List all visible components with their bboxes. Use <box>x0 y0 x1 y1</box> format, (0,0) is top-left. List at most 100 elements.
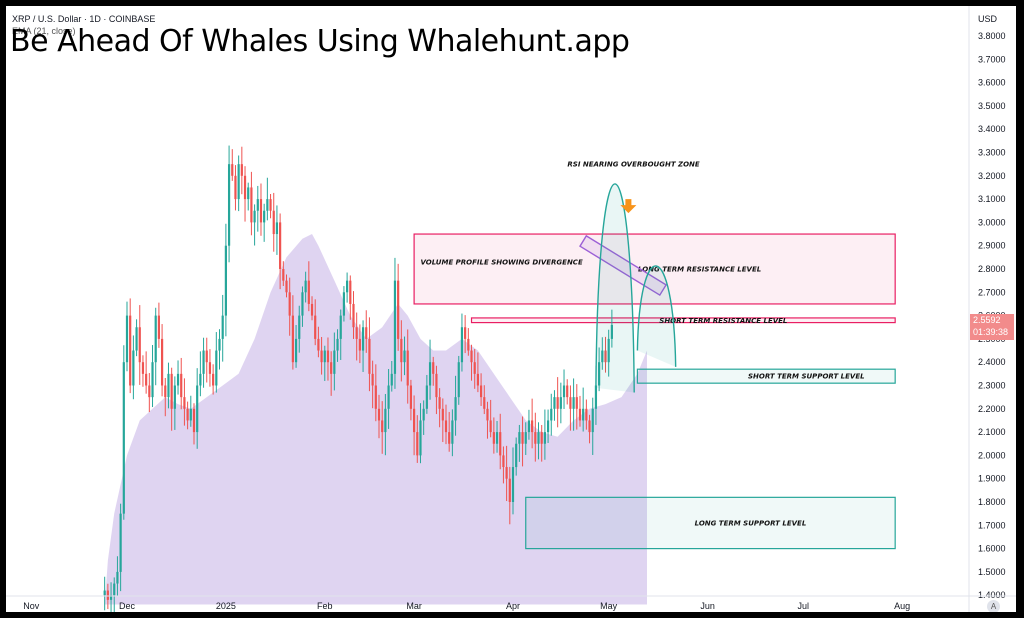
candle-body <box>227 164 231 246</box>
candle-body <box>202 350 205 374</box>
candle-body <box>546 420 550 433</box>
candle-body <box>406 350 409 386</box>
candle <box>566 379 569 405</box>
candle-body <box>288 292 291 316</box>
candle <box>250 171 253 236</box>
long-term-resistance-zone <box>413 233 896 305</box>
candle <box>342 286 346 322</box>
candle <box>387 369 390 429</box>
x-tick-label: Nov <box>23 601 40 611</box>
symbol-line: XRP / U.S. Dollar · 1D · COINBASE <box>12 14 156 24</box>
candle <box>537 422 540 460</box>
auto-scale-button[interactable]: A <box>987 600 1000 612</box>
candle-body <box>314 315 317 339</box>
candle-body <box>588 420 591 433</box>
candle <box>604 336 607 373</box>
y-tick-label: 1.6000 <box>978 544 1006 554</box>
y-tick-label: 3.7000 <box>978 54 1006 64</box>
last-price-value: 2.5592 <box>973 315 1001 325</box>
candle <box>508 466 511 525</box>
candle-body <box>282 269 285 281</box>
candle-body <box>145 373 148 386</box>
candle <box>467 328 470 356</box>
candle <box>279 213 282 290</box>
candle-body <box>473 362 476 374</box>
candle-body <box>377 408 381 421</box>
candle-body <box>371 373 374 386</box>
candle-body <box>263 210 266 223</box>
candle-body <box>342 292 346 316</box>
candle <box>294 325 298 368</box>
long-term-resistance-label: LONG TERM RESISTANCE LEVEL <box>638 266 761 274</box>
candle <box>227 145 231 263</box>
candle-body <box>304 280 307 293</box>
candle-body <box>173 385 176 409</box>
candle-body <box>317 338 320 351</box>
candle-body <box>502 455 505 468</box>
candle <box>470 344 473 381</box>
candle-body <box>275 222 279 235</box>
candle <box>336 329 339 362</box>
y-tick-label: 3.1000 <box>978 194 1006 204</box>
x-tick-label: Feb <box>317 601 333 611</box>
candle <box>505 445 508 502</box>
price-chart[interactable]: LONG TERM RESISTANCE LEVEL SHORT TERM RES… <box>6 6 1016 612</box>
candle <box>441 398 444 443</box>
candle <box>275 205 279 255</box>
projection-arc-1 <box>595 183 635 393</box>
candle <box>397 263 400 351</box>
y-tick-label: 1.9000 <box>978 474 1006 484</box>
candle <box>218 329 221 370</box>
candle-body <box>457 362 460 398</box>
candle-body <box>339 315 342 339</box>
candle <box>531 398 534 449</box>
candle-body <box>355 327 358 339</box>
candle-body <box>495 432 499 444</box>
candle <box>473 349 476 389</box>
candle <box>157 302 160 348</box>
candle <box>546 409 550 444</box>
candle-body <box>511 467 515 502</box>
candle-body <box>393 280 397 374</box>
candle-body <box>180 373 183 398</box>
candle-body <box>269 199 272 211</box>
candle-body <box>591 408 594 433</box>
candle-body <box>515 443 518 468</box>
candle <box>403 336 406 376</box>
candle <box>125 301 129 372</box>
candle <box>419 403 422 464</box>
y-tick-label: 2.4000 <box>978 357 1006 367</box>
candle-body <box>409 385 413 409</box>
candle-body <box>492 432 495 444</box>
rsi-note: RSI NEARING OVERBOUGHT ZONE <box>567 160 700 168</box>
candle-body <box>160 338 164 386</box>
candle <box>180 357 183 410</box>
candle-body <box>610 324 613 339</box>
candle-body <box>524 432 527 444</box>
candle-body <box>326 350 330 363</box>
candle-body <box>521 432 524 444</box>
candle <box>320 336 323 375</box>
candle-body <box>192 408 196 433</box>
long-term-support-zone <box>525 496 896 550</box>
currency-label: USD <box>978 14 998 24</box>
candle-body <box>170 373 173 409</box>
candle-body <box>531 420 534 433</box>
candle <box>167 362 170 409</box>
candle <box>176 360 180 395</box>
candle <box>428 339 432 400</box>
candle-body <box>109 595 113 600</box>
candle <box>132 335 135 400</box>
candle-body <box>578 408 582 421</box>
candle-body <box>464 327 467 339</box>
candle <box>352 291 355 339</box>
candle-body <box>256 199 259 211</box>
candle <box>582 387 585 432</box>
candle <box>259 183 263 236</box>
y-tick-label: 3.3000 <box>978 148 1006 158</box>
candle-body <box>141 362 145 374</box>
candle-body <box>540 432 543 444</box>
candle-body <box>566 385 569 398</box>
candle-body <box>224 245 227 316</box>
candle-body <box>176 373 180 386</box>
